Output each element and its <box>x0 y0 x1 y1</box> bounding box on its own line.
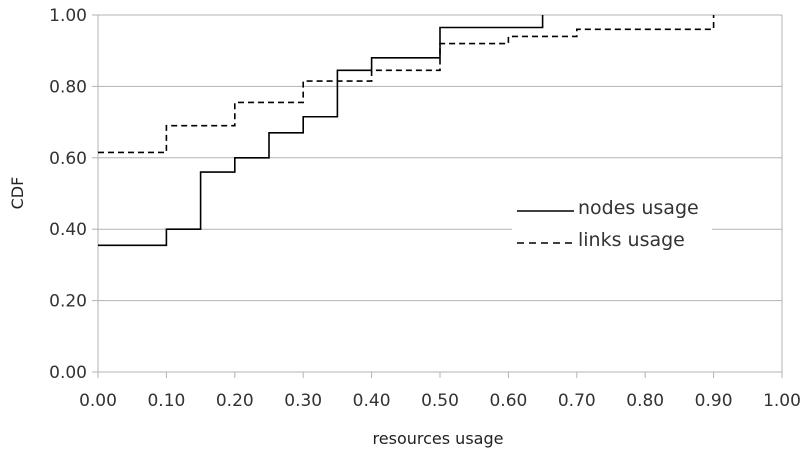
grid-lines <box>97 14 783 373</box>
legend-background <box>512 192 712 258</box>
x-tick-label-4: 0.40 <box>353 391 391 411</box>
x-tick-label-3: 0.30 <box>284 391 322 411</box>
x-tick-label-7: 0.70 <box>558 391 596 411</box>
plot-series <box>98 15 715 247</box>
x-axis-ticks: 0.00 0.10 0.20 0.30 0.40 0.50 0.60 0.70 0.80 0.90… <box>79 372 801 411</box>
legend-label-links: links usage <box>578 229 685 251</box>
x-tick-label-6: 0.60 <box>489 391 527 411</box>
y-tick-label-1: 0.20 <box>49 292 87 312</box>
y-axis-ticks: 0.00 0.20 0.40 0.60 0.80 1.00 <box>49 6 98 383</box>
x-axis-title: resources usage <box>373 429 504 448</box>
x-tick-label-8: 0.80 <box>626 391 664 411</box>
series-line-nodes-usage <box>98 15 544 247</box>
x-tick-label-1: 0.10 <box>147 391 185 411</box>
y-axis-title: CDF <box>8 177 27 210</box>
x-tick-label-10: 1.00 <box>763 391 801 411</box>
series-line-links-usage <box>98 15 715 154</box>
x-tick-label-2: 0.20 <box>216 391 254 411</box>
legend-label-nodes: nodes usage <box>578 197 699 219</box>
x-tick-label-5: 0.50 <box>421 391 459 411</box>
x-tick-label-9: 0.90 <box>695 391 733 411</box>
y-tick-label-5: 1.00 <box>49 6 87 26</box>
y-tick-label-4: 0.80 <box>49 77 87 97</box>
x-tick-label-0: 0.00 <box>79 391 117 411</box>
y-tick-label-2: 0.40 <box>49 220 87 240</box>
y-tick-label-0: 0.00 <box>49 363 87 383</box>
y-tick-label-3: 0.60 <box>49 149 87 169</box>
legend: nodes usage links usage <box>512 192 712 258</box>
